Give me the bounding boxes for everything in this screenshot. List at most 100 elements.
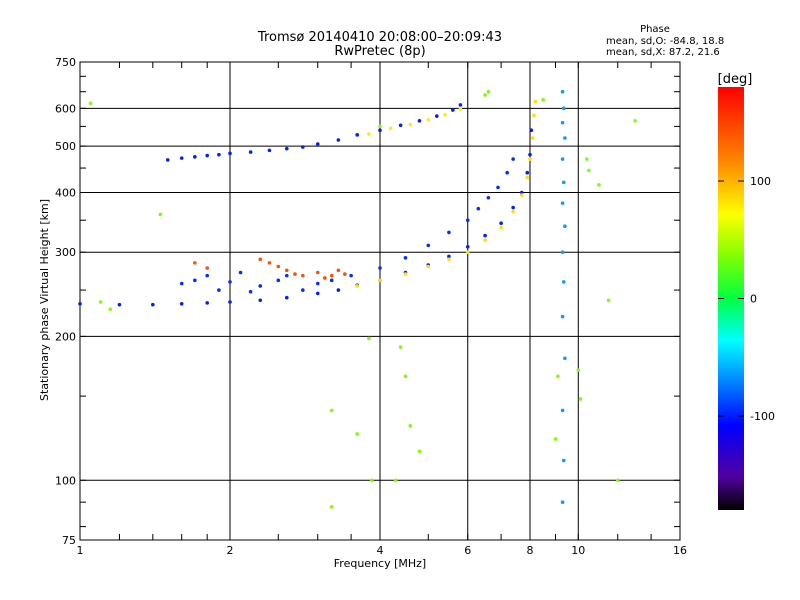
data-point bbox=[349, 273, 353, 278]
y-tick-label: 200 bbox=[55, 330, 76, 343]
data-point bbox=[465, 244, 470, 249]
data-point bbox=[576, 368, 581, 372]
phase-stats-header: Phase bbox=[640, 24, 670, 35]
data-point bbox=[519, 193, 524, 197]
series-group bbox=[179, 157, 515, 294]
data-point bbox=[483, 93, 487, 97]
data-point bbox=[584, 157, 589, 161]
x-tick-label: 2 bbox=[227, 544, 234, 557]
colorbar-label: [deg] bbox=[718, 72, 753, 87]
data-point bbox=[355, 133, 359, 137]
data-point bbox=[293, 272, 297, 276]
y-tick-label: 75 bbox=[62, 534, 76, 547]
data-point bbox=[532, 113, 536, 118]
data-point bbox=[378, 266, 382, 270]
data-series bbox=[78, 89, 637, 509]
data-point bbox=[519, 190, 524, 195]
data-point bbox=[217, 152, 221, 157]
phase-stats-x: mean, sd,X: 87.2, 21.6 bbox=[606, 47, 720, 58]
y-tick-label: 100 bbox=[55, 474, 76, 487]
data-point bbox=[398, 123, 403, 128]
colorbar-tick-label: 0 bbox=[750, 293, 757, 306]
x-axis-label: Frequency [MHz] bbox=[334, 557, 426, 570]
series-group bbox=[78, 128, 534, 307]
series-group bbox=[165, 103, 463, 162]
data-point bbox=[560, 157, 565, 161]
chart-title: Tromsø 20140410 20:08:00–20:09:43 bbox=[257, 30, 502, 45]
colorbar-tick-label: 100 bbox=[750, 175, 771, 188]
data-point bbox=[447, 230, 451, 235]
data-point bbox=[228, 300, 232, 304]
data-point bbox=[499, 221, 503, 226]
data-point bbox=[217, 288, 221, 292]
y-tick-label: 400 bbox=[55, 186, 76, 199]
x-tick-label: 16 bbox=[673, 544, 687, 557]
colorbar-ticks: 100 0 -100 bbox=[718, 175, 775, 423]
series-group bbox=[193, 257, 347, 280]
x-tick-label: 1 bbox=[77, 544, 84, 557]
data-point bbox=[483, 238, 487, 242]
data-point bbox=[563, 136, 567, 140]
data-point bbox=[378, 278, 382, 283]
data-point bbox=[511, 157, 515, 161]
data-point bbox=[248, 289, 253, 294]
data-point bbox=[267, 148, 272, 153]
data-point bbox=[193, 155, 197, 159]
data-point bbox=[238, 270, 243, 275]
data-point bbox=[426, 264, 431, 269]
data-point bbox=[408, 122, 413, 127]
data-point bbox=[560, 408, 565, 413]
data-point bbox=[465, 250, 470, 255]
data-point bbox=[528, 152, 532, 157]
y-tick-label: 600 bbox=[55, 102, 76, 115]
data-point bbox=[378, 124, 382, 129]
data-point bbox=[158, 212, 163, 217]
data-point bbox=[403, 374, 408, 379]
data-point bbox=[329, 408, 334, 413]
data-point bbox=[78, 301, 82, 306]
data-point bbox=[88, 101, 93, 105]
data-point bbox=[529, 128, 534, 132]
data-point bbox=[403, 272, 408, 276]
data-point bbox=[563, 356, 567, 361]
data-point bbox=[179, 281, 184, 286]
data-point bbox=[434, 114, 439, 118]
data-point bbox=[597, 183, 601, 187]
data-point bbox=[301, 288, 305, 292]
x-tick-label: 4 bbox=[377, 544, 384, 557]
series-group bbox=[355, 99, 538, 288]
phase-stats-o: mean, sd,O: -84.8, 18.8 bbox=[606, 36, 724, 47]
data-point bbox=[511, 205, 515, 210]
data-point bbox=[403, 256, 408, 260]
axis-tick-labels: 1 2 4 6 8 10 16 75 100 200 300 400 500 600 750 bbox=[55, 56, 687, 557]
y-tick-label: 750 bbox=[55, 56, 76, 69]
x-tick-label: 8 bbox=[527, 544, 534, 557]
data-point bbox=[355, 284, 359, 288]
data-point bbox=[417, 449, 422, 454]
data-point bbox=[426, 117, 431, 122]
data-point bbox=[276, 264, 281, 269]
data-point bbox=[561, 106, 566, 111]
data-point bbox=[258, 284, 263, 288]
data-point bbox=[561, 280, 566, 284]
data-point bbox=[533, 99, 538, 104]
data-point bbox=[336, 268, 341, 273]
x-tick-label: 10 bbox=[571, 544, 585, 557]
data-point bbox=[633, 119, 637, 123]
data-point bbox=[560, 120, 565, 125]
data-point bbox=[606, 298, 611, 303]
data-point bbox=[367, 336, 371, 341]
data-point bbox=[398, 345, 403, 349]
data-point bbox=[284, 268, 289, 273]
data-point bbox=[329, 273, 334, 278]
data-point bbox=[560, 250, 565, 255]
data-point bbox=[179, 301, 184, 306]
data-point bbox=[205, 153, 209, 158]
chart-subtitle: RwPretec (8p) bbox=[334, 44, 425, 59]
data-point bbox=[108, 307, 113, 311]
data-point bbox=[578, 397, 583, 401]
data-point bbox=[417, 119, 422, 123]
data-point bbox=[465, 218, 470, 223]
data-point bbox=[458, 107, 463, 111]
